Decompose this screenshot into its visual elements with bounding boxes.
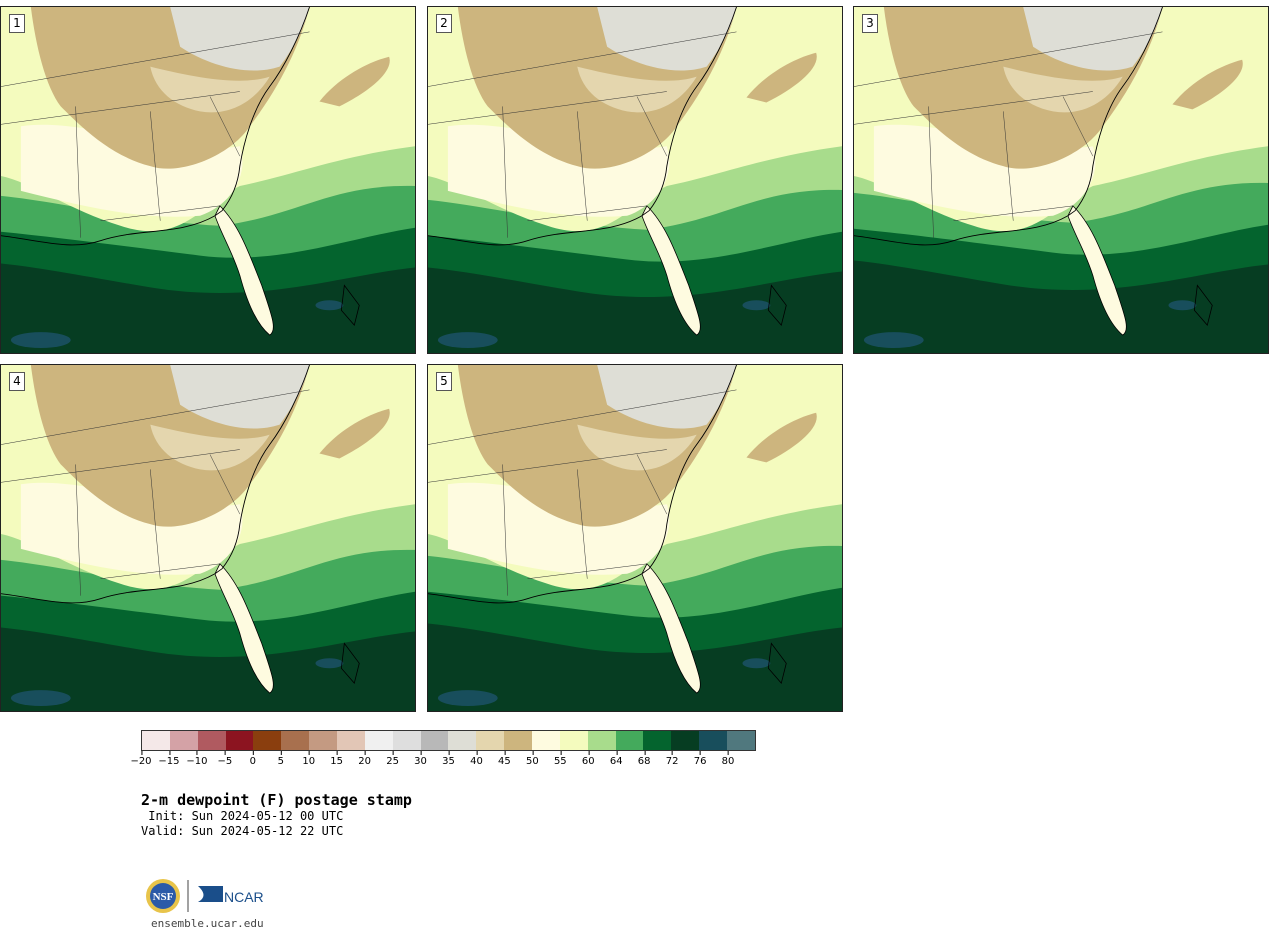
colorbar-tick-label: −15 — [158, 751, 180, 767]
nsf-logo-icon: NSF — [146, 879, 180, 913]
colorbar-segment — [309, 731, 338, 750]
colorbar-segment — [392, 731, 421, 750]
sponsor-logos: NSF NCAR — [145, 878, 275, 916]
panel-number: 2 — [436, 14, 452, 33]
panel-number: 5 — [436, 372, 452, 391]
colorbar-segment — [727, 731, 755, 750]
colorbar-tick-label: 60 — [582, 751, 595, 767]
dewpoint-map — [428, 7, 842, 353]
colorbar-tick-label: 50 — [526, 751, 539, 767]
colorbar-segment — [643, 731, 672, 750]
dewpoint-map — [854, 7, 1268, 353]
plot-title: 2-m dewpoint (F) postage stamp — [141, 791, 412, 809]
colorbar-tick-label: 20 — [358, 751, 371, 767]
dewpoint-map — [1, 7, 415, 353]
colorbar-segment — [532, 731, 560, 750]
colorbar-tick-label: −20 — [130, 751, 152, 767]
colorbar-tick-label: 45 — [498, 751, 511, 767]
colorbar-tick-label: 68 — [638, 751, 651, 767]
init-time: Init: Sun 2024-05-12 00 UTC — [141, 809, 344, 823]
colorbar-segment — [587, 731, 616, 750]
map-panel-5: 5 — [427, 364, 843, 712]
colorbar — [141, 730, 756, 751]
colorbar-tick-label: −10 — [186, 751, 207, 767]
colorbar-tick-label: 55 — [554, 751, 567, 767]
colorbar-tick-label: 64 — [610, 751, 623, 767]
dewpoint-map — [428, 365, 842, 711]
colorbar-tick-label: 72 — [666, 751, 678, 767]
valid-time: Valid: Sun 2024-05-12 22 UTC — [141, 824, 344, 838]
colorbar-segment — [197, 731, 226, 750]
colorbar-segment — [281, 731, 310, 750]
colorbar-segment — [169, 731, 198, 750]
colorbar-ticks: −20 −15 −10 −5 0 5 10 15 20 25 30 35 40 45 50 55 60 64 68 7… — [130, 751, 756, 771]
colorbar-tick-label: 10 — [302, 751, 315, 767]
colorbar-tick-label: 5 — [278, 751, 284, 767]
map-panel-4: 4 — [0, 364, 416, 712]
colorbar-tick-label: 0 — [250, 751, 256, 767]
colorbar-segment — [364, 731, 393, 750]
colorbar-tick-label: 30 — [414, 751, 427, 767]
colorbar-tick-label: 15 — [330, 751, 343, 767]
panel-number: 3 — [862, 14, 878, 33]
dewpoint-map — [1, 365, 415, 711]
map-panel-2: 2 — [427, 6, 843, 354]
colorbar-tick-label: 25 — [386, 751, 399, 767]
map-panel-3: 3 — [853, 6, 1269, 354]
colorbar-tick-label: 80 — [722, 751, 734, 767]
colorbar-segment — [504, 731, 533, 750]
colorbar-segment — [142, 731, 170, 750]
colorbar-tick-label: 35 — [442, 751, 455, 767]
colorbar-segment — [615, 731, 644, 750]
colorbar-segment — [699, 731, 728, 750]
colorbar-segment — [671, 731, 700, 750]
panel-number: 1 — [9, 14, 25, 33]
colorbar-tick-label: −5 — [217, 751, 232, 767]
colorbar-segment — [225, 731, 254, 750]
colorbar-tick-label: 40 — [470, 751, 483, 767]
colorbar-segment — [420, 731, 449, 750]
website-url: ensemble.ucar.edu — [151, 917, 264, 930]
panel-number: 4 — [9, 372, 25, 391]
svg-text:NCAR: NCAR — [224, 889, 264, 905]
colorbar-segment — [476, 731, 505, 750]
colorbar-tick-label: 76 — [694, 751, 706, 767]
colorbar-segment — [559, 731, 588, 750]
svg-text:NSF: NSF — [153, 891, 174, 903]
map-panel-1: 1 — [0, 6, 416, 354]
colorbar-segment — [448, 731, 477, 750]
colorbar-segment — [253, 731, 282, 750]
colorbar-segment — [337, 731, 365, 750]
ncar-logo-icon: NCAR — [198, 886, 264, 905]
